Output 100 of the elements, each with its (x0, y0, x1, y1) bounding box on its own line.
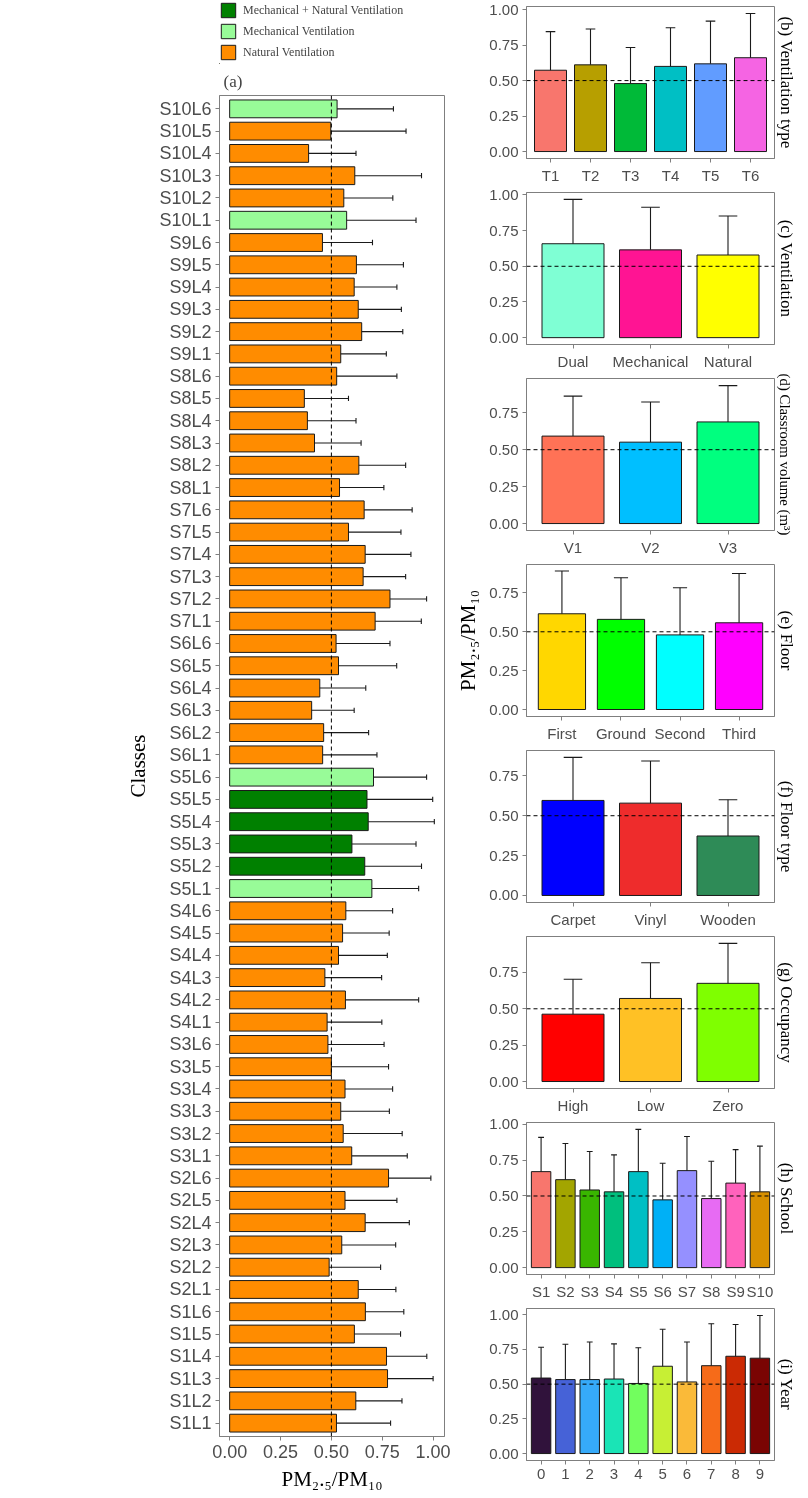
text: (g) Occupancy (776, 962, 796, 1064)
x-tick-label: Ground (595, 724, 647, 742)
y-tick-label: S5L2 (169, 856, 212, 877)
y-tick-label: S2L6 (169, 1168, 212, 1189)
x-tick-label: T3 (621, 166, 640, 184)
x-tick-label: T2 (581, 166, 600, 184)
y-tick-label: S9L4 (169, 277, 212, 298)
x-tick-label: S2 (556, 1282, 575, 1300)
text: (f) Floor type (776, 780, 796, 873)
y-tick-label: S9L6 (169, 232, 212, 253)
x-tick-label: 1 (561, 1464, 570, 1482)
x-tick-label: 7 (707, 1464, 716, 1482)
x-tick-label: T4 (661, 166, 680, 184)
y-tick-label: S8L6 (169, 366, 212, 387)
x-tick-label: 0.25 (263, 1441, 299, 1462)
x-tick-label: Wooden (700, 910, 756, 928)
text: (i) Year (776, 1358, 796, 1411)
y-tick-label: S2L5 (169, 1190, 212, 1211)
y-tick-label: S9L3 (169, 299, 212, 320)
x-axis-title: PM₂.₅/PM₁₀ (281, 1466, 383, 1491)
y-tick-label: 0.50 (489, 1375, 519, 1393)
y-tick-label: S1L4 (169, 1346, 212, 1367)
y-tick-label: 1.00 (489, 1305, 519, 1323)
y-tick-label: S4L2 (169, 989, 212, 1010)
x-tick-label: 1.00 (415, 1441, 451, 1462)
y-tick-label: S10L1 (159, 210, 212, 231)
y-tick-label: S9L5 (169, 254, 212, 275)
y-tick-label: 0.00 (489, 328, 519, 346)
x-tick-label: Mechanical (612, 352, 689, 370)
y-tick-label: 0.75 (489, 583, 519, 601)
y-tick-label: 0.75 (489, 766, 519, 784)
x-tick-label: S10 (746, 1282, 774, 1300)
y-tick-label: S4L5 (169, 923, 212, 944)
x-tick-label: V2 (641, 538, 660, 556)
y-axis-title: PM₂.₅/PM₁₀ (456, 589, 481, 692)
y-tick-label: 0.50 (489, 1186, 519, 1204)
y-tick-label: 0.25 (489, 1222, 519, 1240)
y-tick-label: 0.50 (489, 257, 519, 275)
x-tick-label: High (557, 1096, 589, 1114)
y-tick-label: 0.00 (489, 142, 519, 160)
y-tick-label: S6L3 (169, 700, 212, 721)
x-tick-label: Second (654, 724, 706, 742)
x-tick-label: T5 (701, 166, 720, 184)
y-tick-label: 0.00 (489, 1072, 519, 1090)
y-tick-label: 0.00 (489, 886, 519, 904)
x-tick-label: Dual (557, 352, 589, 370)
y-tick-label: 0.75 (489, 963, 519, 981)
chart-title: (a) (223, 71, 243, 91)
y-tick-label: S5L6 (169, 767, 212, 788)
y-tick-label: S1L5 (169, 1324, 212, 1345)
x-tick-label: S1 (531, 1282, 551, 1300)
y-tick-label: S8L1 (169, 477, 212, 498)
y-tick-label: S4L1 (169, 1012, 212, 1033)
x-tick-label: 9 (755, 1464, 765, 1482)
y-tick-label: S6L2 (169, 722, 212, 743)
y-tick-label: 1.00 (489, 185, 519, 203)
text: (h) School (776, 1162, 796, 1235)
y-tick-label: 0.25 (489, 477, 519, 495)
y-tick-label: S8L4 (169, 410, 212, 431)
x-tick-label: 0.75 (364, 1441, 400, 1462)
y-tick-label: 0.50 (489, 440, 519, 458)
x-tick-label: V3 (718, 538, 738, 556)
y-tick-label: S8L5 (169, 388, 212, 409)
legend-label: Mechanical Ventilation (243, 22, 355, 40)
y-tick-label: 0.50 (489, 999, 519, 1017)
y-tick-label: S6L4 (169, 678, 212, 699)
x-tick-label: First (547, 724, 578, 742)
y-tick-label: 0.00 (489, 514, 519, 532)
y-tick-label: S3L5 (169, 1056, 212, 1077)
text: (d) Classroom volume (m³) (775, 373, 793, 536)
x-tick-label: 0.50 (313, 1441, 349, 1462)
y-tick-label: S4L4 (169, 945, 212, 966)
x-tick-label: 0 (536, 1464, 546, 1482)
y-tick-label: S2L4 (169, 1212, 212, 1233)
y-tick-label: S1L6 (169, 1301, 212, 1322)
y-tick-label: S8L3 (169, 433, 212, 453)
y-tick-label: 0.75 (489, 1340, 519, 1358)
x-tick-label: 8 (731, 1464, 740, 1482)
y-tick-label: S7L5 (169, 522, 212, 543)
y-tick-label: 0.50 (489, 806, 519, 824)
y-tick-label: S10L6 (159, 98, 212, 119)
y-tick-label: S8L2 (169, 455, 212, 476)
y-tick-label: S5L4 (169, 811, 212, 832)
y-tick-label: 0.25 (489, 292, 519, 310)
y-tick-label: S9L1 (169, 343, 212, 364)
y-tick-label: S1L2 (169, 1390, 212, 1411)
x-tick-label: Vinyl (634, 910, 667, 928)
y-tick-label: 0.75 (489, 36, 519, 54)
y-tick-label: S6L6 (169, 633, 212, 654)
y-tick-label: S6L1 (169, 744, 212, 765)
x-tick-label: 6 (682, 1464, 692, 1482)
x-tick-label: S8 (702, 1282, 721, 1300)
y-tick-label: 0.25 (489, 1409, 519, 1427)
text: (c) Ventilation (776, 219, 796, 318)
x-tick-label: S6 (653, 1282, 672, 1300)
x-tick-label: V1 (563, 538, 583, 556)
y-tick-label: 0.25 (489, 846, 519, 864)
text: (b) Ventilation type (776, 16, 796, 149)
legend-label: Natural Ventilation (243, 43, 335, 61)
y-tick-label: 1.00 (489, 1115, 519, 1133)
